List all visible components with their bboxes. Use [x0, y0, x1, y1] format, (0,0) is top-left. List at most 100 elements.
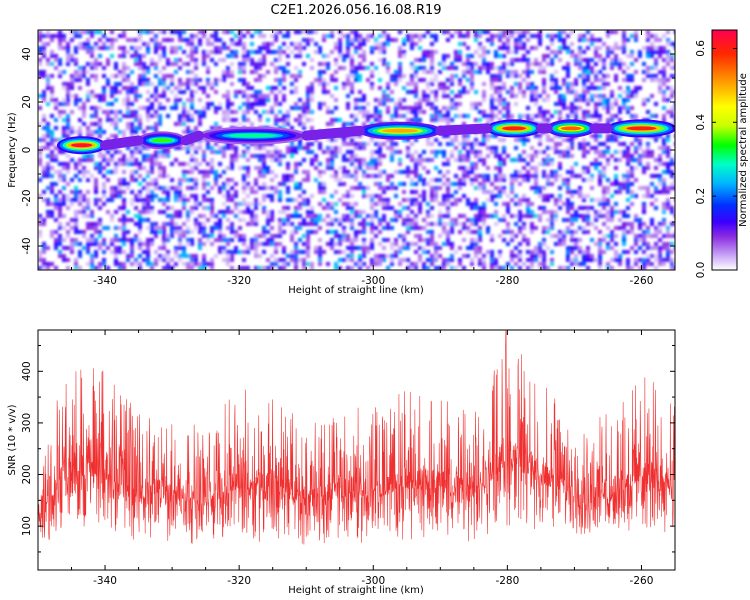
spectrogram-cell [606, 162, 610, 166]
spectrogram-cell [282, 74, 286, 78]
spectrogram-cell [602, 102, 606, 106]
spectrogram-cell [370, 114, 374, 118]
spectrogram-cell [346, 46, 350, 50]
spectrogram-cell [402, 190, 406, 194]
spectrogram-cell [150, 158, 154, 162]
spectrogram-cell [270, 62, 274, 66]
spectrogram-cell [66, 198, 70, 202]
spectrogram-cell [466, 138, 470, 142]
spectrogram-cell [206, 234, 210, 238]
spectrogram-cell [58, 210, 62, 214]
spectrogram-cell [298, 226, 302, 230]
spectrogram-cell [338, 222, 342, 226]
spectrogram-cell [258, 66, 262, 70]
spectrogram-cell [662, 202, 666, 206]
spectrogram-cell [650, 46, 654, 50]
spectrogram-cell [326, 106, 330, 110]
spectrogram-cell [190, 206, 194, 210]
spectrogram-cell [350, 122, 354, 126]
spectrogram-cell [618, 190, 622, 194]
spectrogram-cell [330, 138, 334, 142]
spectrogram-cell [410, 34, 414, 38]
spectrogram-cell [386, 174, 390, 178]
spectrogram-cell [254, 190, 258, 194]
spectrogram-cell [206, 190, 210, 194]
spectrogram-cell [614, 98, 618, 102]
spectrogram-cell [154, 250, 158, 254]
spectrogram-cell [350, 222, 354, 226]
spectrogram-cell [250, 106, 254, 110]
spectrogram-cell [634, 38, 638, 42]
spectrogram-cell [126, 38, 130, 42]
spectrogram-cell [562, 238, 566, 242]
spectrogram-cell [234, 90, 238, 94]
spectrogram-cell [538, 266, 542, 270]
spectrogram-cell [330, 230, 334, 234]
spectrogram-cell [138, 226, 142, 230]
spectrogram-cell [570, 258, 574, 262]
spectrogram-cell [178, 30, 182, 34]
spectrogram-cell [574, 262, 578, 266]
spectrogram-cell [138, 194, 142, 198]
spectrogram-cell [582, 194, 586, 198]
spectrogram-cell [358, 230, 362, 234]
spectrogram-cell [638, 146, 642, 150]
colorbar-label: Normalized spectral amplitude [738, 73, 749, 227]
spectrogram-cell [202, 86, 206, 90]
spectrogram-cell [218, 150, 222, 154]
spectrogram-cell [194, 90, 198, 94]
spectrogram-cell [398, 262, 402, 266]
spectrogram-cell [298, 98, 302, 102]
spectrogram-cell [534, 226, 538, 230]
spectrogram-cell [482, 30, 486, 34]
spectrogram-cell [434, 154, 438, 158]
spectrogram-cell [586, 58, 590, 62]
spectrogram-cell [254, 66, 258, 70]
spectrogram-cell [98, 106, 102, 110]
spectrogram-cell [310, 86, 314, 90]
spectrogram-cell [86, 206, 90, 210]
spectrogram-cell [98, 130, 102, 134]
spectrogram-cell [662, 78, 666, 82]
spectrogram-cell [318, 226, 322, 230]
spectrogram-cell [450, 66, 454, 70]
spectrogram-cell [150, 198, 154, 202]
spectrogram-cell [522, 158, 526, 162]
spectrogram-cell [382, 170, 386, 174]
spectrogram-cell [238, 90, 242, 94]
spectrogram-cell [86, 82, 90, 86]
spectrogram-cell [86, 222, 90, 226]
spectrogram-cell [258, 202, 262, 206]
spectrogram-cell [58, 254, 62, 258]
spectrogram-cell [122, 234, 126, 238]
spectrogram-cell [550, 114, 554, 118]
spectrogram-cell [490, 254, 494, 258]
spectrogram-cell [258, 50, 262, 54]
spectrogram-cell [570, 154, 574, 158]
spectrogram-cell [338, 146, 342, 150]
spectrogram-cell [634, 150, 638, 154]
spectrogram-cell [354, 230, 358, 234]
spectrogram-cell [170, 46, 174, 50]
spectrogram-cell [626, 54, 630, 58]
spectrogram-cell [178, 234, 182, 238]
spectrogram-cell [358, 74, 362, 78]
spectrogram-cell [350, 174, 354, 178]
spectrogram-cell [522, 226, 526, 230]
spectrogram-cell [106, 266, 110, 270]
spectrogram-cell [530, 82, 534, 86]
spectrogram-cell [210, 158, 214, 162]
spectrogram-cell [434, 106, 438, 110]
spectrogram-cell [294, 182, 298, 186]
spectrogram-cell [490, 106, 494, 110]
spectrogram-cell [410, 74, 414, 78]
spectrogram-cell [534, 62, 538, 66]
spectrogram-cell [70, 202, 74, 206]
spectrogram-cell [290, 106, 294, 110]
spectrogram-cell [186, 186, 190, 190]
spectrogram-cell [594, 210, 598, 214]
spectrogram-cell [614, 74, 618, 78]
spectrogram-cell [226, 66, 230, 70]
spectrogram-cell [526, 58, 530, 62]
spectrogram-cell [42, 74, 46, 78]
